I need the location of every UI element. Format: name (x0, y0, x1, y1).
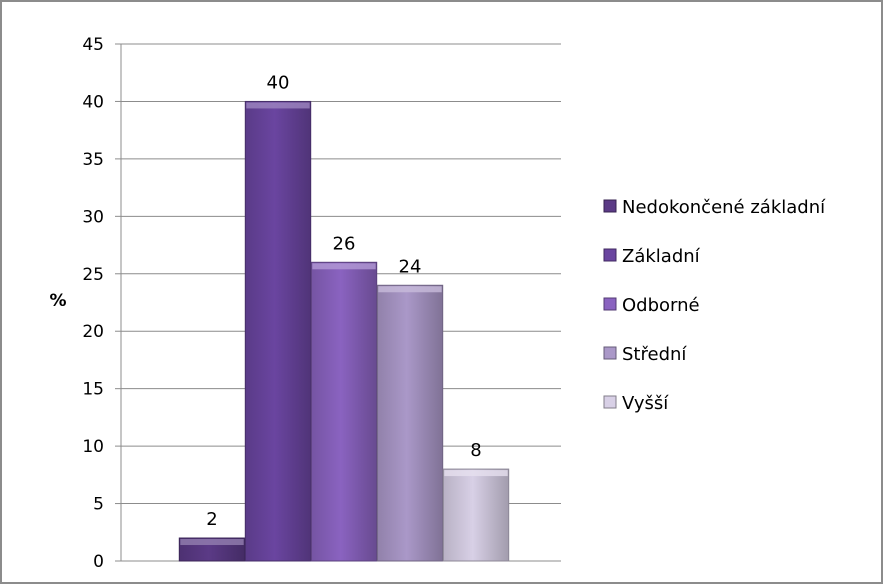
legend-item: Nedokončené základní (603, 197, 826, 218)
legend-label: Odborné (622, 295, 700, 316)
legend-swatch (603, 395, 617, 409)
y-tick-label: 25 (82, 265, 104, 285)
bar-bevel (246, 102, 310, 109)
y-tick-label: 10 (82, 437, 104, 457)
bar (376, 284, 444, 562)
legend-swatch (603, 297, 617, 311)
bar-bevel (444, 470, 508, 477)
legend-item: Základní (603, 246, 701, 267)
legend-swatch (603, 199, 617, 213)
y-axis-label: % (49, 291, 66, 311)
bar-bevel (312, 263, 376, 270)
y-tick-label: 20 (82, 322, 104, 342)
y-tick-label: 30 (82, 207, 104, 227)
legend-item: Odborné (603, 295, 700, 316)
legend: Nedokončené základní Základní Odborné Střed… (603, 197, 826, 414)
legend-label: Vyšší (622, 393, 669, 414)
legend-swatch (603, 248, 617, 262)
bar-bevel (180, 539, 244, 546)
legend-label: Střední (622, 344, 687, 365)
bar (178, 537, 246, 562)
y-tick-label: 5 (93, 495, 104, 515)
y-tick-label: 0 (93, 552, 104, 572)
legend-item: Vyšší (603, 393, 669, 414)
bar (442, 468, 510, 562)
bars (178, 100, 510, 562)
bar-body (310, 261, 378, 562)
y-axis: 0 5 10 15 20 25 30 35 40 45 (82, 35, 122, 572)
y-tick-label: 45 (82, 35, 104, 55)
data-label: 24 (399, 256, 422, 277)
data-label: 26 (333, 233, 356, 254)
y-tick-label: 40 (82, 92, 104, 112)
y-tick-label: 35 (82, 150, 104, 170)
bar-body (376, 284, 444, 562)
bar (310, 261, 378, 562)
data-label: 2 (206, 509, 217, 530)
y-tick-label: 15 (82, 380, 104, 400)
bar (244, 100, 312, 562)
bar-bevel (378, 286, 442, 293)
data-label: 40 (267, 72, 290, 93)
data-labels: 2 40 26 24 8 (206, 72, 481, 530)
data-label: 8 (470, 440, 481, 461)
legend-label: Nedokončené základní (622, 197, 826, 218)
bar-body (442, 468, 510, 562)
legend-item: Střední (603, 344, 687, 365)
legend-swatch (603, 346, 617, 360)
legend-label: Základní (622, 246, 701, 267)
bar-body (244, 100, 312, 562)
